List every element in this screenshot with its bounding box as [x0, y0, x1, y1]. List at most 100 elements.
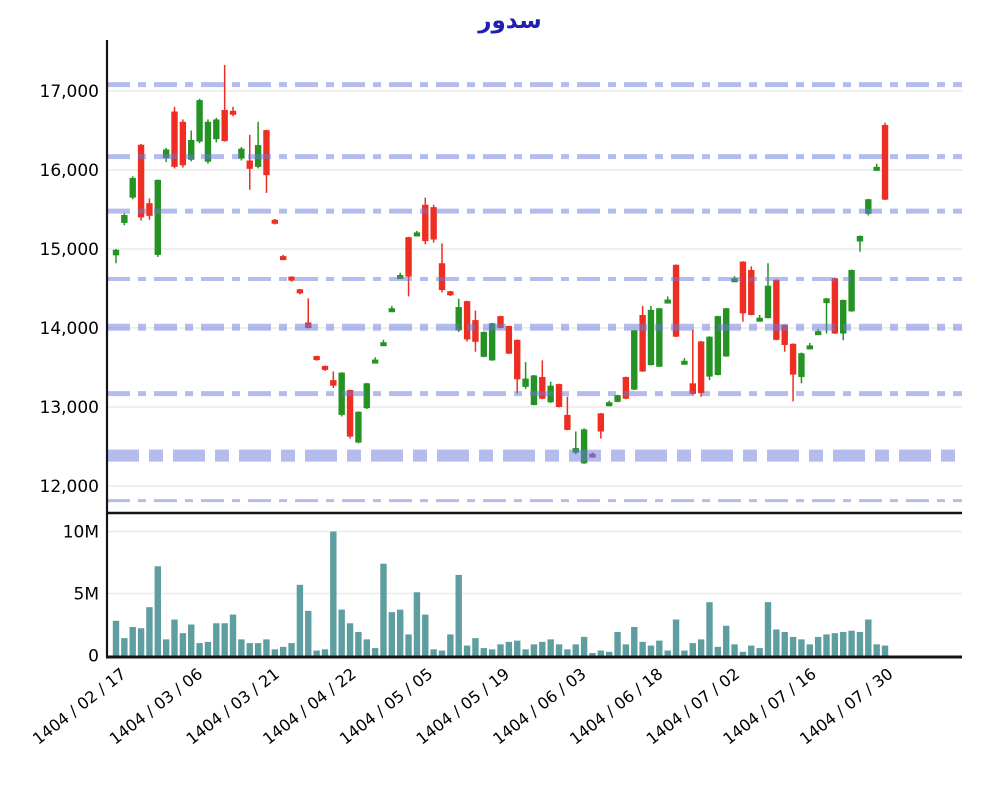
candle-body-up [714, 316, 722, 376]
volume-bar [162, 639, 170, 656]
volume-bar [497, 644, 504, 656]
candle-body-up [756, 317, 763, 322]
volume-bar [547, 639, 554, 656]
volume-bar [121, 638, 128, 656]
candle-body-up [388, 308, 396, 313]
candle-body-down [447, 291, 454, 296]
volume-bar [530, 644, 538, 656]
candle-body-up [355, 411, 362, 443]
volume-bar [814, 636, 822, 656]
volume-bar [739, 651, 747, 656]
volume-bar [288, 643, 295, 656]
candle-body-up [204, 121, 212, 162]
volume-bar [781, 631, 788, 656]
candle-body-up [480, 331, 487, 357]
volume-bar [238, 639, 245, 656]
volume-bar [605, 651, 613, 656]
volume-bar [831, 633, 839, 656]
volume-bar [171, 619, 178, 656]
candle-body-up [814, 331, 822, 336]
candle-body-up [823, 298, 830, 304]
volume-bar [472, 638, 479, 656]
candle-body-up [154, 179, 161, 255]
candle-body-down [422, 204, 429, 242]
volume-bar [438, 650, 446, 656]
volume-bar [539, 641, 546, 656]
candle-body-down [221, 109, 228, 142]
volume-bar [146, 607, 153, 656]
volume-bar [865, 619, 872, 656]
candle-body-up [213, 119, 220, 140]
volume-bar [681, 650, 688, 656]
volume-bar [279, 646, 287, 656]
candle-body-down [137, 144, 145, 218]
volume-bar [338, 609, 345, 656]
volume-bar [405, 634, 412, 656]
candle-body-up [580, 429, 588, 464]
volume-bar [564, 649, 571, 656]
volume-bar [840, 631, 847, 656]
candle-body-down [773, 279, 780, 340]
volume-bar [555, 644, 563, 656]
candle-body-up [856, 235, 864, 242]
volume-bar [848, 630, 855, 656]
price-tick-label: 17,000 [40, 82, 99, 102]
candle-body-up [129, 177, 136, 198]
volume-bar [706, 602, 713, 656]
volume-bar [798, 639, 805, 656]
volume-bar [296, 584, 304, 656]
volume-bar [313, 650, 320, 656]
candle-body-up [873, 166, 880, 171]
volume-bar [363, 639, 370, 656]
candle-body-down [321, 365, 329, 370]
candle-body-down [748, 269, 755, 315]
volume-bar [514, 640, 521, 656]
candle-body-up [363, 383, 370, 409]
candle-body-down [689, 383, 696, 394]
volume-bar [271, 649, 279, 656]
volume-bar [756, 648, 763, 656]
volume-bar [597, 650, 605, 656]
candle-body-up [371, 359, 379, 364]
volume-bar [154, 566, 161, 656]
volume-bar [221, 623, 228, 656]
candle-body-down [146, 203, 153, 216]
candle-body-up [798, 353, 805, 377]
candle-body-down [497, 316, 504, 328]
volume-bar [639, 641, 646, 656]
volume-bar [522, 649, 529, 656]
candle-body-up [188, 139, 195, 160]
volume-bar [388, 612, 396, 656]
candle-body-up [706, 336, 713, 377]
volume-bar [447, 634, 454, 656]
candle-body-down [179, 121, 187, 166]
volume-bar [622, 644, 630, 656]
price-tick-label: 13,000 [40, 398, 99, 418]
volume-bar [748, 645, 755, 656]
candle-body-up [196, 100, 203, 142]
price-tick-label: 12,000 [40, 477, 99, 497]
volume-bar [213, 623, 220, 656]
volume-bar [330, 531, 337, 656]
volume-bar [129, 626, 136, 656]
volume-bar [572, 644, 579, 656]
volume-bar [664, 650, 671, 656]
volume-bar [488, 649, 496, 656]
candle-body-down [463, 301, 471, 340]
candle-body-up [530, 375, 538, 406]
volume-bar [806, 644, 813, 656]
candle-body-up [656, 308, 663, 367]
volume-bar [430, 649, 437, 656]
candle-body-down [271, 219, 279, 224]
candle-body-up [488, 323, 496, 361]
volume-bar [397, 609, 404, 656]
volume-bar [614, 631, 621, 656]
candle-body-down [288, 276, 295, 281]
candle-body-up [522, 378, 529, 387]
volume-bar [631, 626, 638, 656]
volume-bar [647, 645, 655, 656]
candle-body-down [672, 264, 680, 337]
candle-body-up [455, 307, 462, 331]
volume-tick-label: 10M [63, 523, 99, 543]
